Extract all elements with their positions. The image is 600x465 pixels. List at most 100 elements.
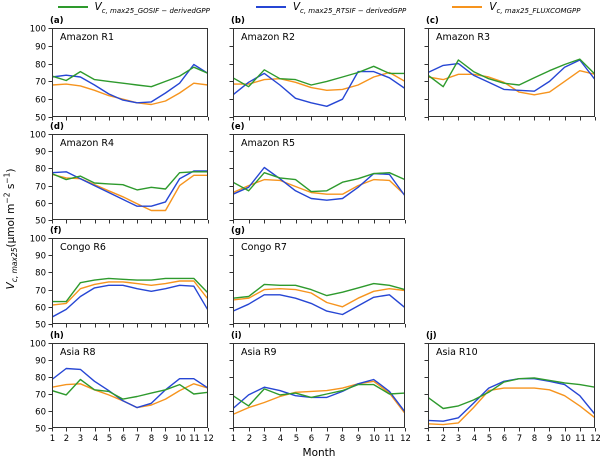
region-label-d: Amazon R4: [60, 138, 115, 149]
y-tick-label: 90: [35, 252, 46, 262]
y-tick-label: 70: [35, 391, 46, 401]
legend-item-rtsif: Vc, max25_RTSIF − derivedGPP: [255, 1, 407, 15]
panel-e: (e) Amazon R5: [229, 122, 406, 224]
y-tick-label: 70: [35, 78, 46, 88]
plot-c: [424, 28, 596, 121]
plot-g: [229, 238, 406, 328]
series-line-rtsif: [52, 284, 208, 318]
series-line-rtsif: [233, 378, 405, 413]
x-tick-label: 1: [231, 434, 236, 444]
x-tick-label: 10: [369, 434, 380, 444]
legend-item-fluxcom: Vc, max25_FLUXCOMGPP: [452, 1, 580, 15]
panel-a: (a) Amazon R1 50 60 70 80 90 100: [30, 16, 209, 124]
plot-frame: [52, 343, 208, 428]
y-tick-label: 100: [30, 25, 46, 35]
panel-letter-e: (e): [231, 122, 245, 132]
series-line-gosif: [233, 172, 405, 193]
y-tick-label: 50: [35, 321, 46, 331]
y-tick-label: 80: [35, 165, 46, 175]
y-tick-label: 60: [35, 200, 46, 210]
y-tick-label: 100: [30, 235, 46, 245]
x-tick-label: 7: [517, 434, 522, 444]
x-tick-label: 3: [262, 434, 267, 444]
legend-item-gosif: Vc, max25_GOSIF − derivedGPP: [57, 1, 210, 15]
x-tick-label: 6: [121, 434, 126, 444]
plot-d: 50 60 70 80 90 100: [30, 131, 209, 227]
x-tick-label: 11: [575, 434, 586, 444]
series-line-gosif: [52, 66, 208, 88]
series-line-fluxcom: [233, 288, 405, 308]
plot-frame: [233, 28, 405, 117]
x-tick-label: 7: [135, 434, 140, 444]
series-line-gosif: [428, 58, 595, 88]
x-tick-label: 8: [149, 434, 154, 444]
series-line-gosif: [52, 277, 208, 303]
panel-letter-f: (f): [50, 226, 62, 236]
y-tick-label: 100: [30, 131, 46, 141]
plot-frame: [233, 343, 405, 428]
y-tick-label: 50: [35, 114, 46, 124]
series-line-gosif: [233, 282, 405, 299]
region-label-j: Asia R10: [436, 347, 478, 358]
series-line-rtsif: [52, 367, 208, 409]
region-label-h: Asia R8: [60, 347, 96, 358]
x-tick-label: 2: [441, 434, 446, 444]
panel-letter-a: (a): [50, 16, 64, 26]
plot-frame: [428, 28, 595, 117]
x-tick-label: 8: [532, 434, 537, 444]
y-tick-label: 60: [35, 408, 46, 418]
legend-label-rtsif: Vc, max25_RTSIF − derivedGPP: [292, 1, 407, 15]
x-tick-label: 5: [487, 434, 492, 444]
series-line-rtsif: [233, 294, 405, 316]
y-tick-label: 50: [35, 217, 46, 227]
y-tick-label: 70: [35, 183, 46, 193]
plot-frame: [52, 134, 208, 220]
panel-letter-d: (d): [50, 122, 64, 132]
series-line-rtsif: [52, 170, 208, 207]
panel-letter-h: (h): [50, 331, 64, 341]
x-tick-label: 9: [356, 434, 361, 444]
plot-i: 1 2 3 4 5 6 7 8 9 10 11 12: [229, 343, 411, 444]
plot-frame: [428, 343, 595, 428]
panel-g: (g) Congo R7: [229, 226, 406, 328]
y-tick-label: 90: [35, 148, 46, 158]
plot-frame: [233, 238, 405, 324]
legend: Vc, max25_GOSIF − derivedGPP Vc, max25_R…: [38, 1, 600, 15]
region-label-b: Amazon R2: [241, 32, 296, 43]
series-line-rtsif: [233, 166, 405, 201]
series-line-fluxcom: [428, 387, 595, 426]
series-line-gosif: [52, 378, 208, 400]
panel-d: (d) Amazon R4 50 60 70 80 90 100: [30, 122, 209, 227]
y-tick-label: 80: [35, 61, 46, 71]
y-tick-label: 90: [35, 357, 46, 367]
panel-letter-i: (i): [231, 331, 242, 341]
x-tick-label: 11: [384, 434, 395, 444]
x-tick-label: 2: [64, 434, 69, 444]
y-tick-label: 50: [35, 425, 46, 435]
y-tick-label: 60: [35, 304, 46, 314]
x-tick-label: 11: [189, 434, 200, 444]
y-tick-label: 80: [35, 374, 46, 384]
x-tick-label: 12: [590, 434, 600, 444]
series-line-fluxcom: [233, 178, 405, 196]
x-tick-label: 6: [309, 434, 314, 444]
plot-j: 1 2 3 4 5 6 7 8 9 10 11 12: [424, 343, 600, 444]
y-axis-label: Vc, max25(μmol m−2 s−1): [2, 168, 20, 290]
x-tick-label: 8: [340, 434, 345, 444]
x-tick-label: 5: [294, 434, 299, 444]
y-tick-label: 90: [35, 43, 46, 53]
region-label-e: Amazon R5: [241, 138, 296, 149]
panel-h: (h) Asia R8 50 60 70 80 90 100 1 2 3 4 5 6 7 8 9 10 11 12: [30, 331, 214, 444]
x-tick-label: 2: [247, 434, 252, 444]
series-line-gosif: [428, 377, 595, 410]
region-label-i: Asia R9: [241, 347, 277, 358]
x-tick-label: 5: [107, 434, 112, 444]
plot-a: 50 60 70 80 90 100: [30, 25, 209, 124]
series-line-gosif: [233, 383, 405, 407]
plot-e: [229, 134, 406, 224]
x-tick-label: 3: [78, 434, 83, 444]
panel-j: (j) Asia R10 1 2 3 4 5 6 7 8 9 10 11 12: [424, 331, 600, 444]
region-label-g: Congo R7: [241, 242, 287, 253]
